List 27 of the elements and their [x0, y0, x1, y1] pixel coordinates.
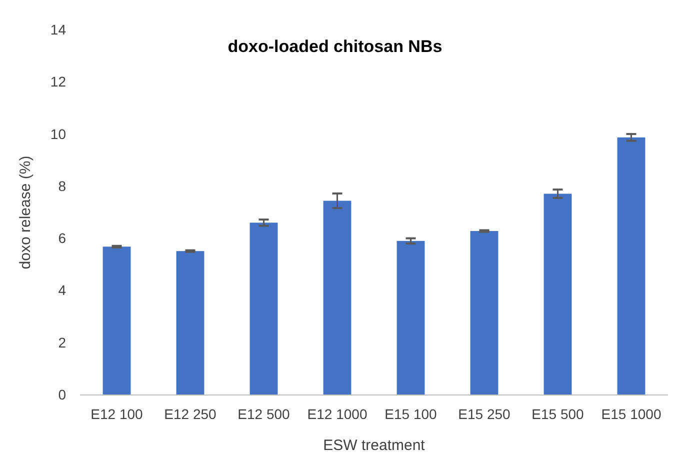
- bar: [176, 251, 204, 395]
- bar: [102, 246, 131, 395]
- x-tick-label: E12 500: [238, 406, 290, 422]
- text: doxo-loaded chitosan NBs: [228, 37, 442, 56]
- y-tick-label: 4: [58, 282, 66, 298]
- bar: [396, 240, 425, 395]
- bar: [250, 222, 278, 395]
- x-tick-label: E15 500: [532, 406, 584, 422]
- bar: [323, 200, 352, 395]
- x-tick-label: E12 250: [164, 406, 217, 422]
- x-tick-label: E15 250: [458, 406, 511, 422]
- y-tick-label: 6: [58, 230, 66, 246]
- y-axis-title: doxo release (%): [17, 156, 34, 270]
- y-tick-label: 0: [58, 386, 66, 402]
- x-tick-label: E12 1000: [307, 406, 368, 422]
- y-tick-label: 8: [58, 178, 66, 194]
- bar: [470, 231, 498, 395]
- x-tick-label: E15 1000: [601, 406, 662, 422]
- y-tick-label: 12: [50, 74, 66, 90]
- bar: [617, 137, 646, 395]
- y-tick-label: 14: [50, 21, 66, 38]
- x-axis-title: ESW treatment: [323, 437, 426, 454]
- x-tick-label: E12 100: [90, 406, 144, 422]
- x-tick-label: E15 100: [384, 406, 438, 422]
- y-tick-label: 10: [50, 126, 66, 142]
- y-tick-label: 2: [58, 334, 66, 350]
- bar: [544, 194, 572, 395]
